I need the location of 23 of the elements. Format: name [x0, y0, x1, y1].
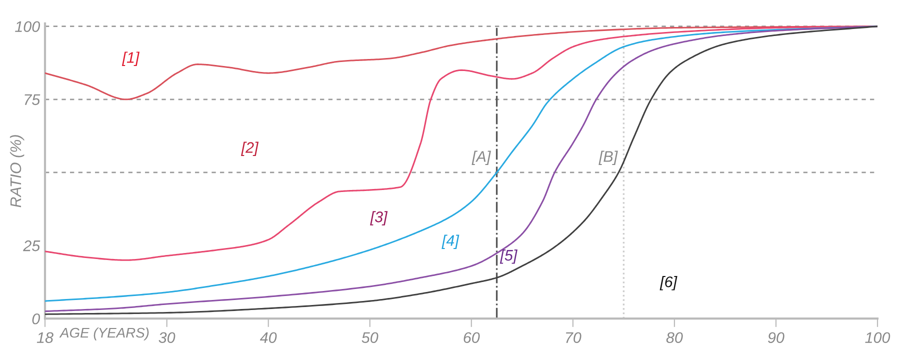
annotation: [5] [500, 249, 518, 264]
annotation: [4] [442, 234, 460, 249]
ref-line-label: [A] [472, 150, 491, 165]
x-tick-label: 80 [666, 332, 683, 344]
ref-line-label: [B] [598, 150, 618, 165]
x-tick-label: 30 [158, 332, 176, 344]
annotation: [2] [241, 142, 259, 156]
x-tick-label: 40 [260, 332, 277, 344]
y-axis-title: RATIO (%) [10, 135, 24, 208]
x-tick-label: 18 [36, 332, 54, 344]
x-tick-label: 100 [865, 332, 890, 344]
y-tick-label: 75 [24, 94, 40, 106]
annotation: [6] [660, 276, 678, 290]
annotation: [1] [122, 52, 140, 66]
y-tick-label: 0 [32, 313, 40, 324]
x-tick-label: 50 [362, 332, 378, 344]
x-tick-label: 60 [464, 332, 480, 344]
x-tick-label: 70 [566, 332, 582, 344]
annotation: [3] [370, 211, 388, 226]
x-axis-title: AGE (YEARS) [59, 327, 149, 340]
x-tick-label: 90 [768, 332, 784, 344]
y-tick-label: 100 [15, 21, 40, 32]
y-tick-label: 25 [23, 240, 40, 252]
